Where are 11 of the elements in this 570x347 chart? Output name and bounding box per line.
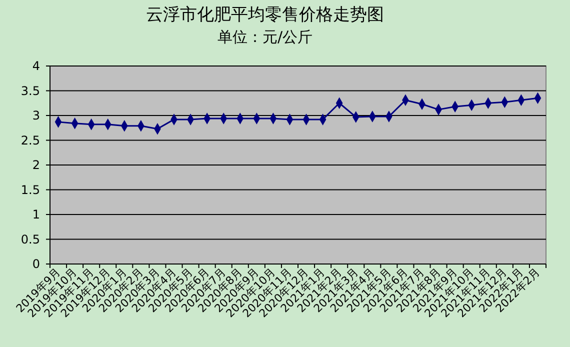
y-tick-label: 0.5 [20, 232, 40, 246]
y-tick-label: 0 [32, 257, 40, 272]
y-tick-label: 3.5 [20, 84, 40, 98]
y-tick-label: 1 [32, 208, 40, 222]
y-tick-label: 4 [32, 59, 40, 74]
y-tick-label: 2 [32, 158, 40, 172]
y-tick-label: 2.5 [20, 133, 40, 148]
chart-subtitle: 单位：元/公斤 [217, 28, 313, 46]
chart-title: 云浮市化肥平均零售价格走势图 [146, 5, 384, 25]
y-tick-label: 3 [32, 108, 40, 123]
y-tick-label: 1.5 [20, 182, 40, 197]
